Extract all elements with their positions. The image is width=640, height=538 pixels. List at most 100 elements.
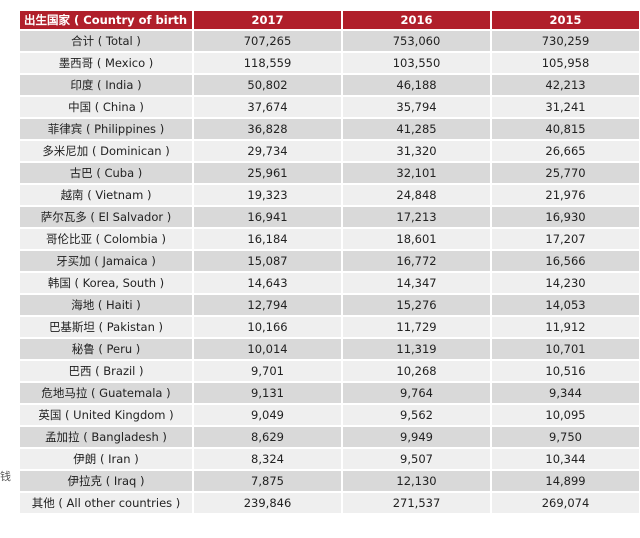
value-2015-cell: 16,566 [492, 251, 639, 271]
country-cell: 萨尔瓦多 ( El Salvador ) [20, 207, 192, 227]
country-cell: 印度 ( India ) [20, 75, 192, 95]
value-2016-cell: 11,319 [343, 339, 490, 359]
value-2016-cell: 9,949 [343, 427, 490, 447]
value-2015-cell: 10,701 [492, 339, 639, 359]
country-cell: 菲律宾 ( Philippines ) [20, 119, 192, 139]
value-2016-cell: 103,550 [343, 53, 490, 73]
value-2017-cell: 16,184 [194, 229, 341, 249]
country-cell: 多米尼加 ( Dominican ) [20, 141, 192, 161]
value-2017-cell: 9,131 [194, 383, 341, 403]
value-2015-cell: 31,241 [492, 97, 639, 117]
value-2017-cell: 14,643 [194, 273, 341, 293]
country-cell: 牙买加 ( Jamaica ) [20, 251, 192, 271]
country-cell: 海地 ( Haiti ) [20, 295, 192, 315]
value-2017-cell: 36,828 [194, 119, 341, 139]
table-row: 墨西哥 ( Mexico ) 118,559 103,550 105,958 [20, 53, 639, 73]
value-2017-cell: 50,802 [194, 75, 341, 95]
value-2017-cell: 15,087 [194, 251, 341, 271]
value-2016-cell: 16,772 [343, 251, 490, 271]
value-2016-cell: 31,320 [343, 141, 490, 161]
country-of-birth-table: 出生国家 ( Country of birth ) 2017 2016 2015… [18, 9, 640, 515]
value-2017-cell: 12,794 [194, 295, 341, 315]
table-row: 海地 ( Haiti ) 12,794 15,276 14,053 [20, 295, 639, 315]
table-row: 韩国 ( Korea, South ) 14,643 14,347 14,230 [20, 273, 639, 293]
country-cell: 越南 ( Vietnam ) [20, 185, 192, 205]
country-cell: 墨西哥 ( Mexico ) [20, 53, 192, 73]
country-cell: 韩国 ( Korea, South ) [20, 273, 192, 293]
value-2017-cell: 118,559 [194, 53, 341, 73]
header-country: 出生国家 ( Country of birth ) [20, 11, 192, 29]
table-row: 伊拉克 ( Iraq ) 7,875 12,130 14,899 [20, 471, 639, 491]
table-row: 多米尼加 ( Dominican ) 29,734 31,320 26,665 [20, 141, 639, 161]
table-row: 合计 ( Total ) 707,265 753,060 730,259 [20, 31, 639, 51]
value-2015-cell: 42,213 [492, 75, 639, 95]
value-2017-cell: 37,674 [194, 97, 341, 117]
country-cell: 危地马拉 ( Guatemala ) [20, 383, 192, 403]
cropped-side-text: 钱 [0, 470, 11, 483]
value-2017-cell: 7,875 [194, 471, 341, 491]
value-2015-cell: 17,207 [492, 229, 639, 249]
country-cell: 其他 ( All other countries ) [20, 493, 192, 513]
country-cell: 巴基斯坦 ( Pakistan ) [20, 317, 192, 337]
value-2017-cell: 10,014 [194, 339, 341, 359]
value-2016-cell: 271,537 [343, 493, 490, 513]
country-cell: 古巴 ( Cuba ) [20, 163, 192, 183]
value-2015-cell: 11,912 [492, 317, 639, 337]
country-cell: 中国 ( China ) [20, 97, 192, 117]
value-2016-cell: 32,101 [343, 163, 490, 183]
value-2015-cell: 10,344 [492, 449, 639, 469]
table-row: 哥伦比亚 ( Colombia ) 16,184 18,601 17,207 [20, 229, 639, 249]
value-2017-cell: 16,941 [194, 207, 341, 227]
value-2016-cell: 15,276 [343, 295, 490, 315]
table-header-row: 出生国家 ( Country of birth ) 2017 2016 2015 [20, 11, 639, 29]
table-row: 古巴 ( Cuba ) 25,961 32,101 25,770 [20, 163, 639, 183]
value-2017-cell: 239,846 [194, 493, 341, 513]
value-2015-cell: 14,053 [492, 295, 639, 315]
value-2017-cell: 10,166 [194, 317, 341, 337]
value-2016-cell: 9,562 [343, 405, 490, 425]
table-row: 萨尔瓦多 ( El Salvador ) 16,941 17,213 16,930 [20, 207, 639, 227]
table-row: 牙买加 ( Jamaica ) 15,087 16,772 16,566 [20, 251, 639, 271]
value-2015-cell: 21,976 [492, 185, 639, 205]
country-cell: 伊拉克 ( Iraq ) [20, 471, 192, 491]
value-2016-cell: 12,130 [343, 471, 490, 491]
value-2015-cell: 269,074 [492, 493, 639, 513]
table-row: 越南 ( Vietnam ) 19,323 24,848 21,976 [20, 185, 639, 205]
table-row: 秘鲁 ( Peru ) 10,014 11,319 10,701 [20, 339, 639, 359]
table-row: 危地马拉 ( Guatemala ) 9,131 9,764 9,344 [20, 383, 639, 403]
value-2016-cell: 46,188 [343, 75, 490, 95]
table-row: 伊朗 ( Iran ) 8,324 9,507 10,344 [20, 449, 639, 469]
value-2015-cell: 14,230 [492, 273, 639, 293]
value-2015-cell: 9,344 [492, 383, 639, 403]
value-2015-cell: 9,750 [492, 427, 639, 447]
country-cell: 哥伦比亚 ( Colombia ) [20, 229, 192, 249]
value-2017-cell: 25,961 [194, 163, 341, 183]
table-row: 巴基斯坦 ( Pakistan ) 10,166 11,729 11,912 [20, 317, 639, 337]
value-2016-cell: 41,285 [343, 119, 490, 139]
value-2015-cell: 105,958 [492, 53, 639, 73]
value-2015-cell: 730,259 [492, 31, 639, 51]
value-2016-cell: 9,507 [343, 449, 490, 469]
value-2017-cell: 707,265 [194, 31, 341, 51]
table-row: 孟加拉 ( Bangladesh ) 8,629 9,949 9,750 [20, 427, 639, 447]
value-2015-cell: 14,899 [492, 471, 639, 491]
country-cell: 孟加拉 ( Bangladesh ) [20, 427, 192, 447]
value-2015-cell: 40,815 [492, 119, 639, 139]
value-2017-cell: 9,049 [194, 405, 341, 425]
value-2015-cell: 25,770 [492, 163, 639, 183]
value-2017-cell: 9,701 [194, 361, 341, 381]
table-row: 中国 ( China ) 37,674 35,794 31,241 [20, 97, 639, 117]
country-cell: 伊朗 ( Iran ) [20, 449, 192, 469]
value-2015-cell: 26,665 [492, 141, 639, 161]
value-2017-cell: 8,324 [194, 449, 341, 469]
value-2015-cell: 16,930 [492, 207, 639, 227]
header-2016: 2016 [343, 11, 490, 29]
value-2015-cell: 10,095 [492, 405, 639, 425]
value-2017-cell: 8,629 [194, 427, 341, 447]
table-row: 菲律宾 ( Philippines ) 36,828 41,285 40,815 [20, 119, 639, 139]
value-2016-cell: 14,347 [343, 273, 490, 293]
country-cell: 英国 ( United Kingdom ) [20, 405, 192, 425]
value-2016-cell: 18,601 [343, 229, 490, 249]
country-cell: 合计 ( Total ) [20, 31, 192, 51]
table-body: 合计 ( Total ) 707,265 753,060 730,259 墨西哥 ( M… [20, 31, 639, 513]
